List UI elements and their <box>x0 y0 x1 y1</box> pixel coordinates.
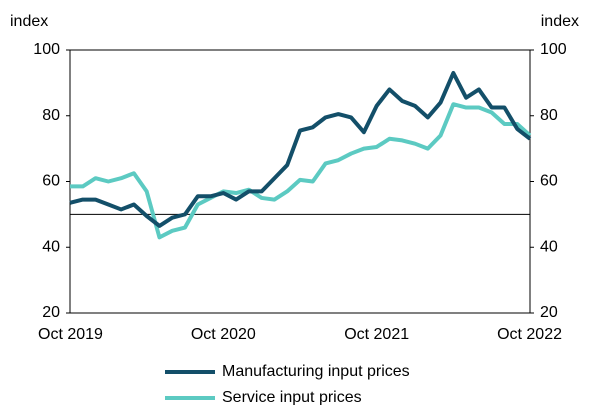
x-tick-label: Oct 2022 <box>497 326 562 343</box>
series-line <box>69 71 532 228</box>
y2-tick-label: 80 <box>540 107 558 124</box>
y2-tick-label: 20 <box>540 304 558 321</box>
series-line <box>70 102 532 240</box>
y-tick-label: 20 <box>42 304 60 321</box>
legend-label: Manufacturing input prices <box>222 363 410 380</box>
y-axis-label: index <box>10 13 48 30</box>
x-tick-label: Oct 2019 <box>38 326 103 343</box>
x-tick-label: Oct 2021 <box>344 326 409 343</box>
legend-label: Service input prices <box>222 389 362 405</box>
x-tick-label: Oct 2020 <box>191 326 256 343</box>
y-tick-label: 60 <box>42 173 60 190</box>
y2-tick-label: 100 <box>540 41 567 58</box>
y-tick-label: 100 <box>33 41 60 58</box>
y2-tick-label: 40 <box>540 238 558 255</box>
y-tick-label: 80 <box>42 107 60 124</box>
y2-axis-label: index <box>541 13 579 30</box>
y-tick-label: 40 <box>42 238 60 255</box>
y2-tick-label: 60 <box>540 173 558 190</box>
